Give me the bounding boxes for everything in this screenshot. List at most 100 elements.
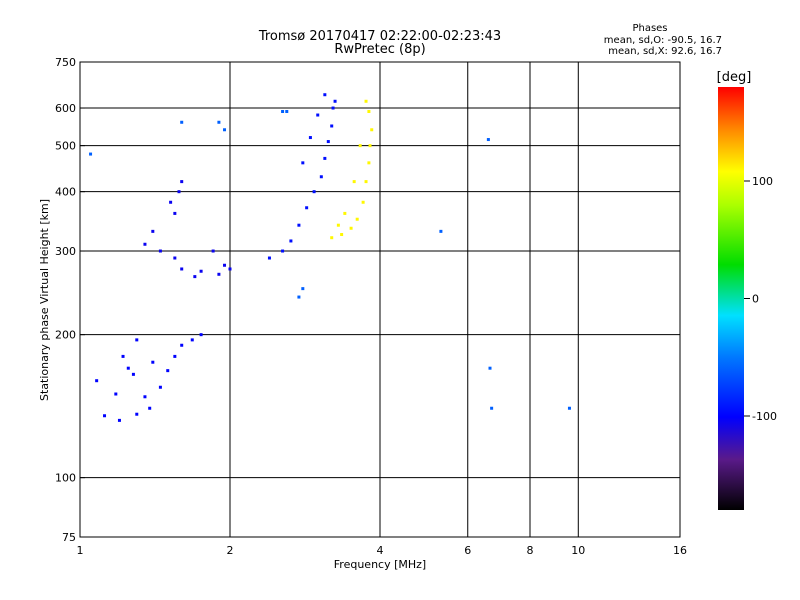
data-point <box>364 180 368 184</box>
y-tick-label: 600 <box>55 102 76 115</box>
data-point <box>158 385 162 389</box>
data-point <box>103 414 107 418</box>
x-axis-ticks: 1 2 4 6 8 10 16 <box>77 544 688 557</box>
y-tick-label: 300 <box>55 245 76 258</box>
data-point <box>355 217 359 221</box>
data-point <box>148 406 152 410</box>
data-point <box>336 223 340 227</box>
data-point <box>285 109 289 113</box>
data-point <box>267 256 271 260</box>
data-point <box>199 333 203 337</box>
chart-title: Tromsø 20170417 02:22:00-02:23:43 <box>258 29 501 44</box>
colorbar: [deg] -100 0 100 <box>717 70 777 510</box>
data-point <box>223 263 227 267</box>
data-point <box>180 267 184 271</box>
y-tick-label: 200 <box>55 329 76 342</box>
data-point <box>305 206 309 210</box>
legend-line-o: mean, sd,O: -90.5, 16.7 <box>604 35 722 46</box>
x-tick-label: 16 <box>673 544 687 557</box>
data-point <box>180 343 184 347</box>
data-point <box>343 211 347 215</box>
data-point <box>370 128 374 132</box>
x-tick-label: 6 <box>464 544 471 557</box>
colorbar-tick-label: 0 <box>752 293 759 306</box>
data-point <box>367 109 371 113</box>
data-point <box>323 93 327 97</box>
data-point <box>151 360 155 364</box>
data-point <box>135 412 139 416</box>
data-point <box>281 109 285 113</box>
x-tick-label: 8 <box>527 544 534 557</box>
data-point <box>143 242 147 246</box>
colorbar-ticks: -100 0 100 <box>744 175 777 423</box>
data-point <box>95 379 99 383</box>
x-axis-label: Frequency [MHz] <box>334 558 426 571</box>
data-point <box>297 295 301 299</box>
data-point <box>177 190 181 194</box>
y-tick-label: 75 <box>62 531 76 544</box>
data-point <box>331 106 335 110</box>
data-point <box>367 161 371 165</box>
chart-subtitle: RwPretec (8p) <box>334 42 425 57</box>
data-point <box>316 113 320 117</box>
data-point <box>135 338 139 342</box>
data-point <box>117 418 121 422</box>
data-point <box>486 138 490 142</box>
y-axis-ticks: 75 100 200 300 400 500 600 750 <box>55 56 85 544</box>
data-point <box>166 369 170 373</box>
data-point <box>131 372 135 376</box>
colorbar-label: [deg] <box>717 70 752 85</box>
data-point <box>358 144 362 148</box>
data-point <box>567 406 571 410</box>
data-point <box>228 267 232 271</box>
colorbar-tick-label: -100 <box>752 410 777 423</box>
data-point <box>301 161 305 165</box>
y-tick-label: 750 <box>55 56 76 69</box>
colorbar-tick-label: 100 <box>752 175 773 188</box>
data-point <box>173 354 177 358</box>
data-point <box>143 395 147 399</box>
data-point <box>180 180 184 184</box>
data-point <box>308 136 312 140</box>
data-point <box>169 200 173 204</box>
data-point <box>223 128 227 132</box>
data-point <box>312 190 316 194</box>
data-point <box>173 211 177 215</box>
data-point <box>490 406 494 410</box>
data-point <box>199 269 203 273</box>
data-point <box>180 120 184 124</box>
data-point <box>349 226 353 230</box>
y-tick-label: 500 <box>55 140 76 153</box>
colorbar-gradient <box>718 87 744 510</box>
data-point <box>193 275 197 279</box>
data-point <box>158 249 162 253</box>
data-point <box>281 249 285 253</box>
data-point <box>190 338 194 342</box>
data-point <box>121 354 125 358</box>
data-point <box>217 272 221 276</box>
data-point <box>333 99 337 103</box>
y-tick-label: 400 <box>55 186 76 199</box>
data-point <box>89 152 93 156</box>
y-tick-label: 100 <box>55 472 76 485</box>
data-point <box>361 200 365 204</box>
data-point <box>488 366 492 370</box>
data-point <box>323 156 327 160</box>
data-point <box>319 175 323 179</box>
x-tick-label: 4 <box>377 544 384 557</box>
data-point <box>330 236 334 240</box>
data-point <box>217 120 221 124</box>
data-point <box>364 99 368 103</box>
data-point <box>173 256 177 260</box>
data-point <box>439 229 443 233</box>
data-point <box>126 366 130 370</box>
plot-area: 1 2 4 6 8 10 16 75 100 200 300 400 500 600 750 <box>55 56 687 557</box>
legend-line-x: mean, sd,X: 92.6, 16.7 <box>608 46 722 57</box>
data-point <box>326 140 330 144</box>
data-points <box>89 93 571 422</box>
x-tick-label: 2 <box>227 544 234 557</box>
data-point <box>211 249 215 253</box>
data-point <box>352 180 356 184</box>
data-point <box>151 229 155 233</box>
